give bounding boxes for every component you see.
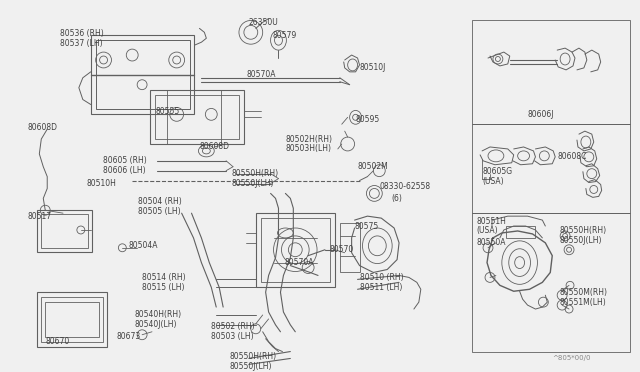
- Bar: [155, 94, 239, 139]
- Text: 80673: 80673: [116, 332, 141, 341]
- Text: 80606J: 80606J: [527, 110, 554, 119]
- Text: 80550J(LH): 80550J(LH): [559, 236, 602, 246]
- Bar: [472, 213, 630, 352]
- Text: 80606 (LH): 80606 (LH): [102, 166, 145, 175]
- Bar: [472, 124, 630, 213]
- Text: 80570A: 80570A: [247, 70, 276, 79]
- Text: 80537 (LH): 80537 (LH): [60, 39, 102, 48]
- Bar: [91, 35, 195, 114]
- Bar: [150, 90, 244, 144]
- Text: 80608D: 80608D: [28, 123, 58, 132]
- Text: 80550H(RH): 80550H(RH): [229, 352, 276, 361]
- Bar: [506, 226, 536, 238]
- Text: 80551H: 80551H: [476, 217, 506, 225]
- Text: 80550A: 80550A: [476, 238, 506, 247]
- Text: 80504A: 80504A: [128, 241, 158, 250]
- Text: 80570A: 80570A: [284, 258, 314, 267]
- Bar: [37, 210, 92, 252]
- Text: 80503 (LH): 80503 (LH): [211, 332, 254, 341]
- Text: ^805*00/0: ^805*00/0: [552, 356, 591, 362]
- Text: 80608C: 80608C: [557, 153, 587, 161]
- Text: (USA): (USA): [482, 177, 504, 186]
- Text: 80540H(RH): 80540H(RH): [134, 311, 181, 320]
- Text: (6): (6): [391, 194, 402, 203]
- Bar: [42, 214, 88, 248]
- Text: 80503H(LH): 80503H(LH): [285, 144, 332, 153]
- Text: 80670: 80670: [45, 337, 70, 346]
- Text: 80502H(RH): 80502H(RH): [285, 135, 332, 144]
- Text: 80504 (RH): 80504 (RH): [138, 197, 182, 206]
- Text: 80550M(RH): 80550M(RH): [559, 288, 607, 297]
- Text: 80550J(LH): 80550J(LH): [231, 179, 273, 188]
- Text: 80502M: 80502M: [358, 162, 388, 171]
- Text: 80550J(LH): 80550J(LH): [229, 362, 271, 371]
- Text: 80510 (RH): 80510 (RH): [360, 273, 403, 282]
- Text: 80536 (RH): 80536 (RH): [60, 29, 104, 38]
- Text: 26350U: 26350U: [249, 18, 278, 27]
- Bar: [260, 218, 330, 282]
- Text: 80605 (RH): 80605 (RH): [102, 156, 147, 165]
- Text: 80555: 80555: [156, 107, 180, 116]
- Bar: [95, 40, 189, 109]
- Bar: [42, 297, 102, 341]
- Text: 80550H(RH): 80550H(RH): [559, 227, 606, 235]
- Text: 80514 (RH): 80514 (RH): [142, 273, 186, 282]
- Text: 80605G: 80605G: [482, 167, 512, 176]
- Bar: [45, 302, 99, 337]
- Text: (USA): (USA): [476, 227, 498, 235]
- Text: 80551M(LH): 80551M(LH): [559, 298, 606, 307]
- Text: 80575: 80575: [355, 222, 379, 231]
- Bar: [37, 292, 106, 347]
- Text: 80505 (LH): 80505 (LH): [138, 207, 180, 216]
- Text: 80502 (RH): 80502 (RH): [211, 322, 255, 331]
- Text: 80595: 80595: [356, 115, 380, 124]
- Text: 80608D: 80608D: [200, 142, 229, 151]
- Bar: [340, 223, 360, 272]
- Text: 80570: 80570: [330, 245, 354, 254]
- Bar: [256, 213, 335, 287]
- Text: 08330-62558: 08330-62558: [380, 182, 431, 191]
- Text: 80510J: 80510J: [360, 63, 386, 73]
- Text: 80515 (LH): 80515 (LH): [142, 283, 184, 292]
- Bar: [472, 20, 630, 124]
- Text: 80550H(RH): 80550H(RH): [231, 169, 278, 178]
- Text: 80579: 80579: [273, 31, 297, 40]
- Text: 80510H: 80510H: [87, 179, 116, 188]
- Text: 80540J(LH): 80540J(LH): [134, 320, 177, 329]
- Text: 80517: 80517: [28, 212, 52, 221]
- Text: 80511 (LH): 80511 (LH): [360, 283, 402, 292]
